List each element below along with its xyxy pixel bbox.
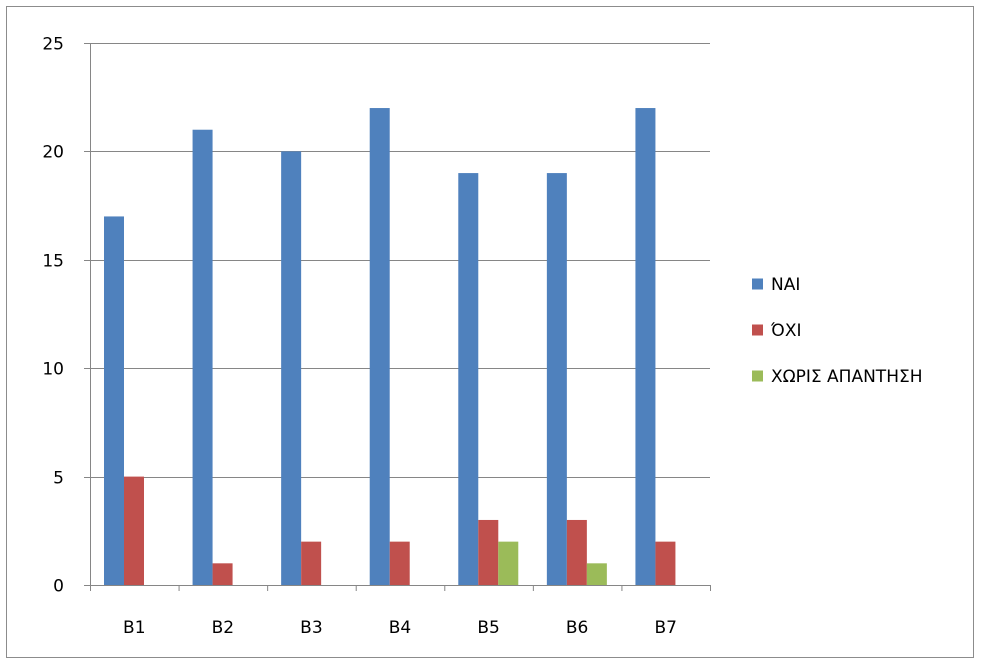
y-tick-label: 5 [53, 469, 64, 489]
legend-swatch-2 [752, 370, 763, 382]
x-tick-label: B4 [389, 618, 411, 638]
bar-b5-series-2 [498, 541, 519, 585]
x-tick-label: B1 [123, 618, 145, 638]
x-tick-label: B5 [477, 618, 499, 638]
legend-label-2: ΧΩΡΙΣ ΑΠΑΝΤΗΣΗ [771, 367, 923, 387]
legend-swatch-0 [752, 278, 763, 290]
axes: 0 5 10 15 20 25 B1 B2 B3 B4 B5 B6 B7 [42, 35, 711, 638]
bar-b6-series-1 [566, 519, 587, 585]
bar-b7-series-1 [655, 541, 676, 585]
y-tick-label: 20 [42, 143, 64, 163]
y-tick-label: 15 [42, 252, 64, 272]
legend-label-1: ΌΧΙ [770, 321, 801, 341]
bar-b3-series-1 [301, 541, 322, 585]
legend-label-0: ΝΑΙ [771, 275, 800, 295]
bar-b4-series-0 [369, 108, 390, 585]
y-tick-label: 25 [42, 35, 64, 55]
bar-b2-series-0 [192, 129, 213, 585]
bar-b1-series-1 [124, 476, 144, 585]
legend: ΝΑΙ ΌΧΙ ΧΩΡΙΣ ΑΠΑΝΤΗΣΗ [752, 275, 923, 387]
bar-b6-series-2 [586, 563, 607, 585]
y-tick-label: 0 [53, 577, 64, 597]
bar-b4-series-1 [389, 541, 410, 585]
bar-b6-series-0 [546, 173, 567, 585]
bar-b5-series-0 [458, 173, 479, 585]
bar-b7-series-0 [635, 108, 656, 585]
legend-swatch-1 [752, 324, 763, 336]
bar-b2-series-1 [212, 563, 233, 585]
bars [104, 108, 676, 585]
bar-b1-series-0 [104, 216, 124, 585]
x-tick-label: B3 [300, 618, 322, 638]
x-tick-label: B7 [654, 618, 676, 638]
x-tick-label: B2 [212, 618, 234, 638]
x-tick-label: B6 [566, 618, 588, 638]
bar-b3-series-0 [281, 151, 302, 585]
gridlines [84, 43, 710, 478]
bar-b5-series-1 [478, 519, 499, 585]
y-tick-label: 10 [42, 360, 64, 380]
